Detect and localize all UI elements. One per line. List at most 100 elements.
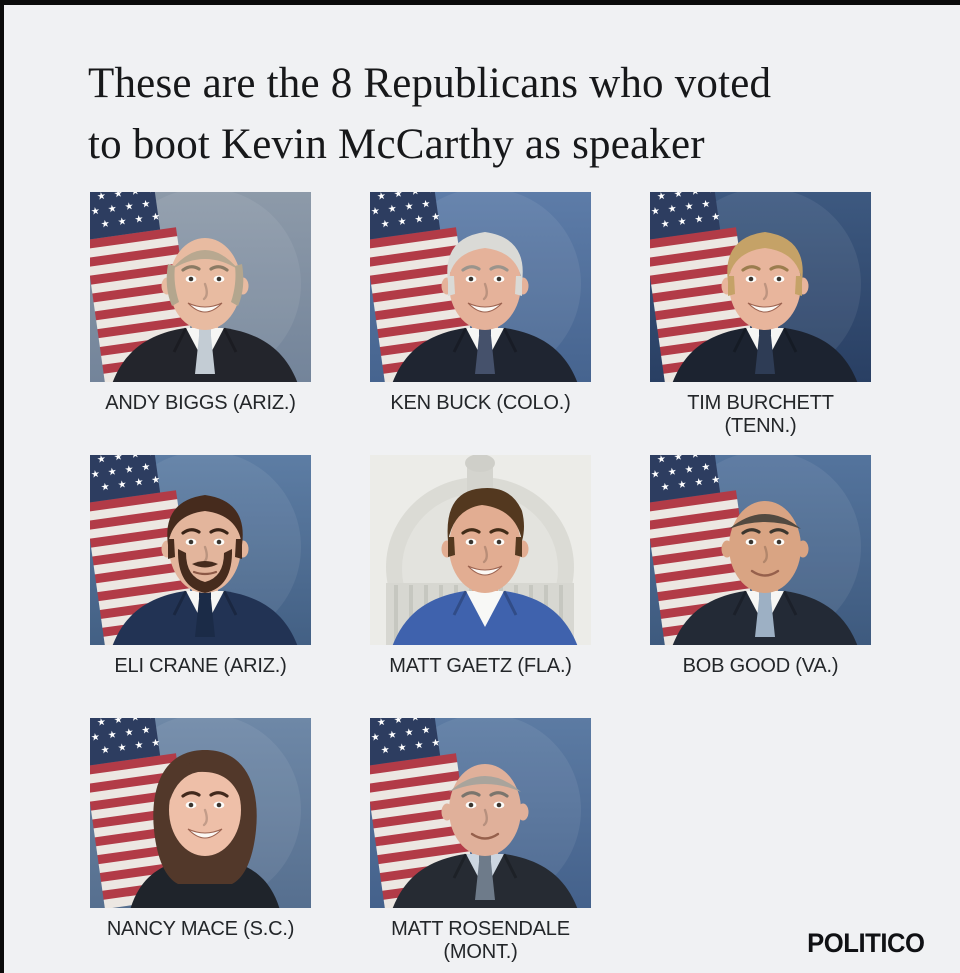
portrait-photo-bob-good: ★★★★★★★★★★★★★★★★ bbox=[650, 455, 871, 645]
member-cell-ken-buck: ★★★★★★★★★★★★★★★★ KEN BUCK (COLO.) bbox=[370, 192, 591, 414]
svg-text:★: ★ bbox=[113, 192, 123, 201]
svg-text:★: ★ bbox=[151, 474, 161, 486]
member-caption-bob-good: BOB GOOD (VA.) bbox=[620, 655, 901, 678]
svg-text:★: ★ bbox=[134, 477, 144, 489]
member-caption-andy-biggs: ANDY BIGGS (ARIZ.) bbox=[60, 392, 341, 415]
svg-text:★: ★ bbox=[376, 718, 386, 729]
svg-text:★: ★ bbox=[151, 737, 161, 749]
member-caption-line: MATT GAETZ (FLA.) bbox=[389, 655, 572, 677]
svg-text:★: ★ bbox=[380, 218, 390, 230]
portrait-illustration: ★★★★★★★★★★★★★★★★ bbox=[90, 192, 311, 382]
svg-text:★: ★ bbox=[694, 477, 704, 489]
svg-text:★: ★ bbox=[650, 206, 660, 218]
member-caption-eli-crane: ELI CRANE (ARIZ.) bbox=[60, 655, 341, 678]
portrait-illustration: ★★★★★★★★★★★★★★★★ bbox=[370, 718, 591, 908]
svg-text:★: ★ bbox=[134, 214, 144, 226]
svg-text:★: ★ bbox=[660, 481, 670, 493]
svg-text:★: ★ bbox=[404, 727, 414, 739]
portrait-photo-eli-crane: ★★★★★★★★★★★★★★★★ bbox=[90, 455, 311, 645]
svg-text:★: ★ bbox=[134, 740, 144, 752]
svg-text:★: ★ bbox=[694, 214, 704, 226]
svg-text:★: ★ bbox=[141, 725, 151, 737]
svg-text:★: ★ bbox=[421, 725, 431, 737]
svg-text:★: ★ bbox=[677, 216, 687, 228]
portrait-photo-matt-gaetz bbox=[370, 455, 591, 645]
portrait-photo-matt-rosendale: ★★★★★★★★★★★★★★★★ bbox=[370, 718, 591, 908]
svg-text:★: ★ bbox=[90, 206, 100, 218]
svg-text:★: ★ bbox=[117, 216, 127, 228]
member-cell-matt-rosendale: ★★★★★★★★★★★★★★★★ MATT ROSENDALE(MONT.) bbox=[370, 718, 591, 963]
svg-text:★: ★ bbox=[684, 201, 694, 213]
portrait-illustration: ★★★★★★★★★★★★★★★★ bbox=[90, 455, 311, 645]
svg-text:★: ★ bbox=[427, 192, 437, 196]
svg-text:★: ★ bbox=[113, 718, 123, 727]
member-caption-line: MATT ROSENDALE bbox=[391, 918, 570, 940]
svg-text:★: ★ bbox=[410, 718, 420, 724]
svg-text:★: ★ bbox=[107, 466, 117, 478]
svg-text:★: ★ bbox=[380, 744, 390, 756]
svg-text:★: ★ bbox=[701, 199, 711, 211]
svg-text:★: ★ bbox=[656, 192, 666, 203]
svg-text:★: ★ bbox=[117, 742, 127, 754]
svg-text:★: ★ bbox=[141, 462, 151, 474]
portrait-photo-nancy-mace: ★★★★★★★★★★★★★★★★ bbox=[90, 718, 311, 908]
svg-text:★: ★ bbox=[370, 206, 380, 218]
svg-text:★: ★ bbox=[96, 718, 106, 729]
svg-text:★: ★ bbox=[393, 718, 403, 727]
svg-text:★: ★ bbox=[113, 455, 123, 464]
svg-text:★: ★ bbox=[107, 729, 117, 741]
member-caption-line: NANCY MACE (S.C.) bbox=[106, 918, 295, 940]
svg-text:★: ★ bbox=[90, 732, 100, 744]
portrait-illustration: ★★★★★★★★★★★★★★★★ bbox=[650, 192, 871, 382]
svg-text:★: ★ bbox=[677, 479, 687, 491]
svg-text:★: ★ bbox=[427, 718, 437, 722]
svg-text:★: ★ bbox=[151, 211, 161, 223]
member-cell-nancy-mace: ★★★★★★★★★★★★★★★★ NANCY MACE (S.C.) bbox=[90, 718, 311, 940]
svg-text:★: ★ bbox=[100, 218, 110, 230]
screen-edge-top bbox=[0, 0, 960, 5]
svg-text:★: ★ bbox=[667, 203, 677, 215]
svg-text:★: ★ bbox=[100, 481, 110, 493]
svg-text:★: ★ bbox=[673, 455, 683, 464]
member-cell-andy-biggs: ★★★★★★★★★★★★★★★★ ANDY BIGGS (ARIZ.) bbox=[90, 192, 311, 414]
svg-text:★: ★ bbox=[431, 737, 441, 749]
headline-line1: These are the 8 Republicans who voted bbox=[88, 59, 772, 107]
svg-text:★: ★ bbox=[117, 479, 127, 491]
svg-text:★: ★ bbox=[147, 455, 157, 459]
svg-text:★: ★ bbox=[130, 192, 140, 198]
svg-text:★: ★ bbox=[124, 727, 134, 739]
svg-text:★: ★ bbox=[421, 199, 431, 211]
svg-text:★: ★ bbox=[370, 732, 380, 744]
member-caption-nancy-mace: NANCY MACE (S.C.) bbox=[60, 918, 341, 941]
member-caption-line: TIM BURCHETT bbox=[687, 392, 834, 414]
svg-text:★: ★ bbox=[393, 192, 403, 201]
svg-text:★: ★ bbox=[107, 203, 117, 215]
svg-text:★: ★ bbox=[96, 455, 106, 466]
svg-text:★: ★ bbox=[414, 214, 424, 226]
svg-text:★: ★ bbox=[404, 201, 414, 213]
portrait-photo-ken-buck: ★★★★★★★★★★★★★★★★ bbox=[370, 192, 591, 382]
member-caption-line: KEN BUCK (COLO.) bbox=[390, 392, 571, 414]
svg-text:★: ★ bbox=[130, 718, 140, 724]
svg-text:★: ★ bbox=[147, 192, 157, 196]
svg-text:★: ★ bbox=[690, 192, 700, 198]
svg-text:★: ★ bbox=[90, 469, 100, 481]
svg-text:★: ★ bbox=[96, 192, 106, 203]
member-cell-tim-burchett: ★★★★★★★★★★★★★★★★ TIM BURCHETT(TENN.) bbox=[650, 192, 871, 437]
svg-text:★: ★ bbox=[100, 744, 110, 756]
svg-text:★: ★ bbox=[711, 211, 721, 223]
headline: These are the 8 Republicans who voted to… bbox=[88, 53, 771, 175]
svg-text:★: ★ bbox=[707, 455, 717, 459]
member-caption-line: (MONT.) bbox=[443, 941, 518, 963]
svg-text:★: ★ bbox=[650, 469, 660, 481]
portrait-illustration: ★★★★★★★★★★★★★★★★ bbox=[90, 718, 311, 908]
svg-text:★: ★ bbox=[387, 729, 397, 741]
svg-text:★: ★ bbox=[701, 462, 711, 474]
portrait-illustration bbox=[370, 455, 591, 645]
svg-text:★: ★ bbox=[141, 199, 151, 211]
portrait-illustration: ★★★★★★★★★★★★★★★★ bbox=[370, 192, 591, 382]
svg-text:★: ★ bbox=[707, 192, 717, 196]
svg-text:★: ★ bbox=[376, 192, 386, 203]
svg-text:★: ★ bbox=[690, 455, 700, 461]
